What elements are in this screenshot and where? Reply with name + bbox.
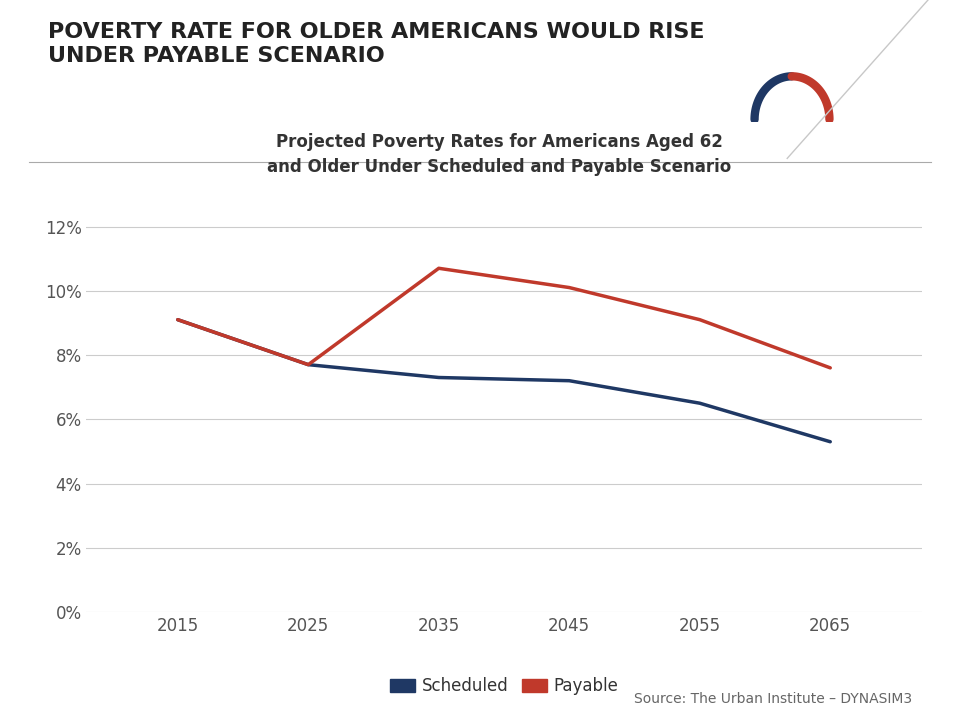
Text: POVERTY RATE FOR OLDER AMERICANS WOULD RISE
UNDER PAYABLE SCENARIO: POVERTY RATE FOR OLDER AMERICANS WOULD R… [48, 22, 705, 66]
Text: Projected Poverty Rates for Americans Aged 62
and Older Under Scheduled and Paya: Projected Poverty Rates for Americans Ag… [267, 133, 732, 176]
Legend: Scheduled, Payable: Scheduled, Payable [383, 670, 625, 702]
Text: Source: The Urban Institute – DYNASIM3: Source: The Urban Institute – DYNASIM3 [634, 692, 912, 706]
